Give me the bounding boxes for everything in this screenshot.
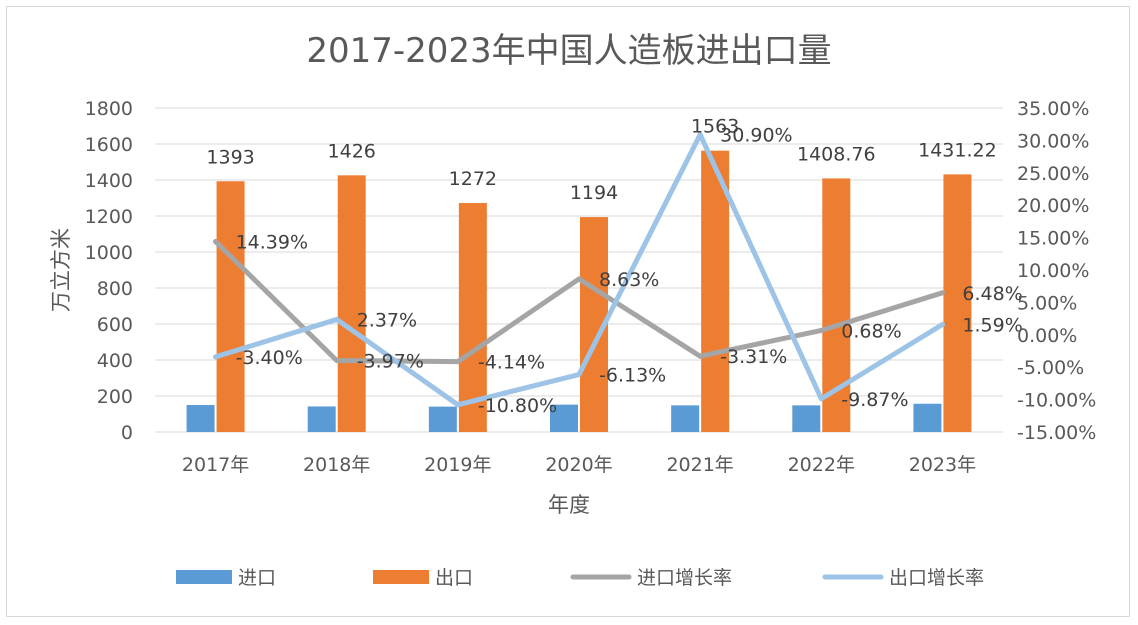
y-tick-label: 1000 (85, 242, 133, 264)
line-point (576, 276, 582, 282)
y2-tick-label: 5.00% (1017, 292, 1077, 314)
line-point (334, 316, 340, 322)
y2-tick-label: -10.00% (1017, 390, 1096, 412)
x-tick-label: 2018年 (303, 454, 370, 476)
line-data-label: 30.90% (720, 125, 792, 147)
y-tick-label: 1800 (85, 98, 133, 120)
y2-tick-label: 30.00% (1017, 130, 1089, 152)
bar-export (458, 203, 487, 432)
line-data-label: -6.13% (599, 365, 666, 387)
y-tick-label: 1200 (85, 206, 133, 228)
line-point (213, 239, 219, 245)
bar-import (428, 406, 457, 432)
line-data-label: 6.48% (962, 283, 1022, 305)
legend-swatch (176, 570, 232, 584)
y-tick-label: 400 (97, 350, 133, 372)
bar-export (337, 175, 366, 432)
bar-data-label: 1194 (570, 182, 618, 204)
legend-label: 出口 (435, 567, 473, 589)
line-point (213, 354, 219, 360)
line-layer (213, 132, 945, 408)
line-data-label: -3.40% (236, 347, 303, 369)
bar-export (216, 181, 245, 432)
x-tick-label: 2023年 (909, 454, 976, 476)
bar-import (307, 406, 336, 432)
y2-tick-label: 35.00% (1017, 98, 1089, 120)
line-point (939, 290, 945, 296)
y-axis-title: 万立方米 (49, 228, 73, 312)
y-axis-left-ticks: 0 200 400 600 800 1000 1200 1400 1600 1800 (85, 98, 133, 444)
bar-data-label: 1393 (206, 146, 254, 168)
y-tick-label: 800 (97, 278, 133, 300)
y2-tick-label: -5.00% (1017, 357, 1084, 379)
line-data-label: -3.31% (720, 346, 787, 368)
legend: 进口 出口 进口增长率 出口增长率 (176, 567, 984, 589)
line-data-label: 8.63% (599, 269, 659, 291)
bar-import (913, 403, 942, 432)
bar-import (550, 404, 578, 432)
y-tick-label: 0 (121, 422, 133, 444)
y2-tick-label: 0.00% (1017, 325, 1077, 347)
line-point (697, 353, 703, 359)
x-tick-label: 2020年 (545, 454, 612, 476)
line-point (818, 327, 824, 333)
legend-label: 出口增长率 (889, 567, 984, 589)
line-point (939, 321, 945, 327)
bar-data-label: 1431.22 (918, 139, 997, 161)
x-tick-label: 2021年 (666, 454, 733, 476)
legend-swatch (373, 570, 429, 584)
line-data-label: -4.14% (478, 352, 545, 374)
legend-label: 进口 (238, 567, 276, 589)
y-tick-label: 200 (97, 386, 133, 408)
x-axis-title: 年度 (548, 493, 590, 517)
line-point (334, 358, 340, 364)
bar-import (671, 405, 700, 432)
line-data-label: 2.37% (357, 309, 417, 331)
bar-import (792, 405, 821, 432)
line-data-label: -10.80% (478, 395, 557, 417)
line-point (455, 359, 461, 365)
bar-data-label: 1563 (691, 116, 739, 138)
y-tick-label: 600 (97, 314, 133, 336)
y-tick-label: 1600 (85, 134, 133, 156)
line-point (576, 372, 582, 378)
line-data-label: 14.39% (236, 232, 308, 254)
y2-tick-label: 15.00% (1017, 228, 1089, 250)
bar-data-label: 1272 (449, 168, 497, 190)
y2-tick-label: -15.00% (1017, 422, 1096, 444)
legend-label: 进口增长率 (637, 567, 732, 589)
y-tick-label: 1400 (85, 170, 133, 192)
line-point (455, 402, 461, 408)
x-tick-label: 2017年 (182, 454, 249, 476)
y2-tick-label: 25.00% (1017, 163, 1089, 185)
line-data-label: -3.97% (357, 351, 424, 373)
bar-export (701, 150, 730, 432)
chart-title: 2017-2023年中国人造板进出口量 (306, 31, 831, 71)
line-data-label: 0.68% (841, 320, 901, 342)
bar-data-label: 1426 (328, 140, 376, 162)
bar-export (943, 174, 972, 432)
y2-tick-label: 20.00% (1017, 195, 1089, 217)
line-point (818, 396, 824, 402)
x-axis-ticks: 2017年 2018年 2019年 2020年 2021年 2022年 2023年 (182, 454, 976, 476)
y-axis-right-ticks: -15.00% -10.00% -5.00% 0.00% 5.00% 10.00% 15.0… (1017, 98, 1096, 444)
data-label-layer: 1393 1426 1272 1194 1563 1408.76 1431.22 14.39%… (206, 116, 1022, 417)
y2-tick-label: 10.00% (1017, 260, 1089, 282)
x-tick-label: 2019年 (424, 454, 491, 476)
gridlines (155, 107, 1003, 433)
bar-import (186, 405, 215, 432)
x-tick-label: 2022年 (788, 454, 855, 476)
line-point (697, 132, 703, 138)
bar-data-label: 1408.76 (797, 143, 876, 165)
line-data-label: -9.87% (841, 389, 908, 411)
line-data-label: 1.59% (962, 314, 1022, 336)
